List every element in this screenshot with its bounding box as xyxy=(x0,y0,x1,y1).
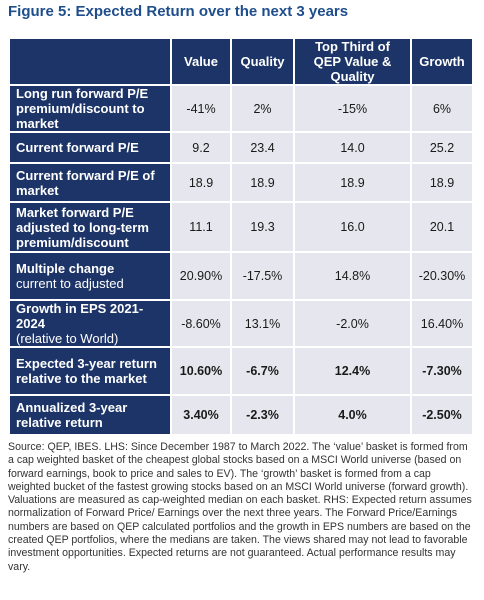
table-row: Annualized 3-year relative return 3.40% -2… xyxy=(8,394,474,436)
value-cell: 3.40% xyxy=(170,394,232,436)
value-cell: 20.90% xyxy=(170,251,232,301)
table-row: Multiple change current to adjusted 20.90%… xyxy=(8,251,474,301)
row-label-cell: Multiple change current to adjusted xyxy=(8,251,172,301)
value-cell: -6.7% xyxy=(230,346,295,396)
table-row: Current forward P/E of market 18.9 18.9 18.… xyxy=(8,162,474,203)
value-cell: 14.8% xyxy=(293,251,412,301)
value-cell: 19.3 xyxy=(230,201,295,253)
row-label: Annualized 3-year relative return xyxy=(16,400,128,430)
row-label: Current forward P/E xyxy=(16,140,139,155)
row-label: Market forward P/E adjusted to long-term… xyxy=(16,204,149,250)
row-label-cell: Current forward P/E xyxy=(8,131,172,164)
row-label-cell: Annualized 3-year relative return xyxy=(8,394,172,436)
source-note: Source: QEP, IBES. LHS: Since December 1… xyxy=(8,441,472,573)
value-cell: 2% xyxy=(230,84,295,133)
value-cell: 23.4 xyxy=(230,131,295,164)
value-cell: 9.2 xyxy=(170,131,232,164)
table-row: Long run forward P/E premium/discount to… xyxy=(8,84,474,133)
value-cell: 20.1 xyxy=(410,201,474,253)
value-cell: 16.40% xyxy=(410,299,474,348)
value-cell: -2.0% xyxy=(293,299,412,348)
value-cell: 16.0 xyxy=(293,201,412,253)
value-cell: -2.3% xyxy=(230,394,295,436)
column-header: Value xyxy=(170,37,232,86)
value-cell: 10.60% xyxy=(170,346,232,396)
table-row: Market forward P/E adjusted to long-term… xyxy=(8,201,474,253)
table-row: Expected 3-year return relative to the m… xyxy=(8,346,474,396)
row-sublabel: current to adjusted xyxy=(16,276,124,291)
value-cell: 14.0 xyxy=(293,131,412,164)
value-cell: 4.0% xyxy=(293,394,412,436)
value-cell: 12.4% xyxy=(293,346,412,396)
row-label: Growth in EPS 2021-2024 xyxy=(16,301,144,331)
row-label: Current forward P/E of market xyxy=(16,167,155,198)
value-cell: -20.30% xyxy=(410,251,474,301)
value-cell: -15% xyxy=(293,84,412,133)
row-label: Long run forward P/E premium/discount to… xyxy=(16,86,149,131)
return-table: Value Quality Top Third of QEP Value & Qua… xyxy=(8,37,474,436)
value-cell: 18.9 xyxy=(293,162,412,203)
value-cell: 13.1% xyxy=(230,299,295,348)
value-cell: 18.9 xyxy=(170,162,232,203)
row-label-cell: Expected 3-year return relative to the m… xyxy=(8,346,172,396)
row-label-cell: Growth in EPS 2021-2024 (relative to Worl… xyxy=(8,299,172,348)
header-row: Value Quality Top Third of QEP Value & Qua… xyxy=(8,37,474,86)
column-header: Quality xyxy=(230,37,295,86)
value-cell: -7.30% xyxy=(410,346,474,396)
row-label-cell: Current forward P/E of market xyxy=(8,162,172,203)
value-cell: -41% xyxy=(170,84,232,133)
column-header: Top Third of QEP Value & Quality xyxy=(293,37,412,86)
column-header: Growth xyxy=(410,37,474,86)
value-cell: -17.5% xyxy=(230,251,295,301)
value-cell: 18.9 xyxy=(230,162,295,203)
row-sublabel: (relative to World) xyxy=(16,331,119,346)
row-label: Expected 3-year return relative to the m… xyxy=(16,356,157,386)
value-cell: 6% xyxy=(410,84,474,133)
value-cell: 18.9 xyxy=(410,162,474,203)
row-label-cell: Long run forward P/E premium/discount to… xyxy=(8,84,172,133)
row-label-cell: Market forward P/E adjusted to long-term… xyxy=(8,201,172,253)
table-row: Current forward P/E 9.2 23.4 14.0 25.2 xyxy=(8,131,474,164)
value-cell: 25.2 xyxy=(410,131,474,164)
table-body: Long run forward P/E premium/discount to… xyxy=(8,84,474,436)
value-cell: -2.50% xyxy=(410,394,474,436)
row-label: Multiple change xyxy=(16,261,115,276)
corner-cell xyxy=(8,37,172,86)
value-cell: -8.60% xyxy=(170,299,232,348)
value-cell: 11.1 xyxy=(170,201,232,253)
figure-title: Figure 5: Expected Return over the next … xyxy=(8,3,349,20)
table-row: Growth in EPS 2021-2024 (relative to Worl… xyxy=(8,299,474,348)
